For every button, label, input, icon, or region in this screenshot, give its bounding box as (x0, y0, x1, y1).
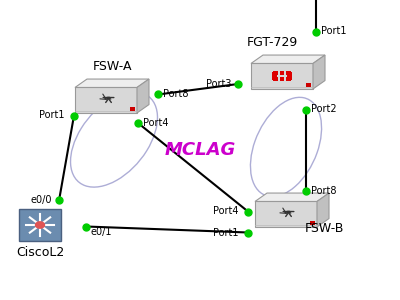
Text: Port3: Port3 (206, 79, 232, 89)
Text: FSW-A: FSW-A (92, 59, 132, 73)
Polygon shape (313, 55, 325, 89)
Bar (19, 209, 61, 241)
Text: e0/1: e0/1 (90, 227, 112, 238)
Text: Port4: Port4 (143, 118, 169, 128)
Bar (280, 77, 284, 81)
Bar (130, 107, 135, 111)
Polygon shape (251, 55, 325, 64)
Bar (286, 77, 291, 81)
Text: Port1: Port1 (39, 110, 65, 121)
Text: Port8: Port8 (163, 89, 189, 100)
Text: Port4: Port4 (213, 206, 239, 217)
Text: CiscoL2: CiscoL2 (16, 245, 64, 259)
Text: FGT-729: FGT-729 (246, 35, 298, 49)
Polygon shape (75, 87, 137, 113)
Bar (272, 76, 277, 80)
Bar (273, 71, 278, 75)
Text: FSW-B: FSW-B (304, 221, 344, 235)
Text: Port1: Port1 (321, 26, 347, 37)
Text: Port2: Port2 (311, 104, 337, 115)
Polygon shape (317, 193, 329, 227)
Circle shape (35, 221, 45, 229)
Polygon shape (137, 79, 149, 113)
Polygon shape (251, 64, 313, 89)
Bar (306, 83, 311, 87)
Bar (280, 71, 284, 75)
Text: MCLAG: MCLAG (164, 141, 236, 159)
Bar (310, 221, 315, 226)
Text: e0/0: e0/0 (30, 194, 52, 205)
Bar (273, 77, 278, 81)
Polygon shape (255, 202, 317, 227)
Bar (286, 71, 291, 75)
Bar (287, 76, 292, 80)
Text: Port8: Port8 (311, 185, 337, 196)
Text: Port1: Port1 (213, 227, 239, 238)
Polygon shape (75, 79, 149, 87)
Bar (272, 72, 277, 76)
Polygon shape (255, 193, 329, 202)
Bar (287, 72, 292, 76)
